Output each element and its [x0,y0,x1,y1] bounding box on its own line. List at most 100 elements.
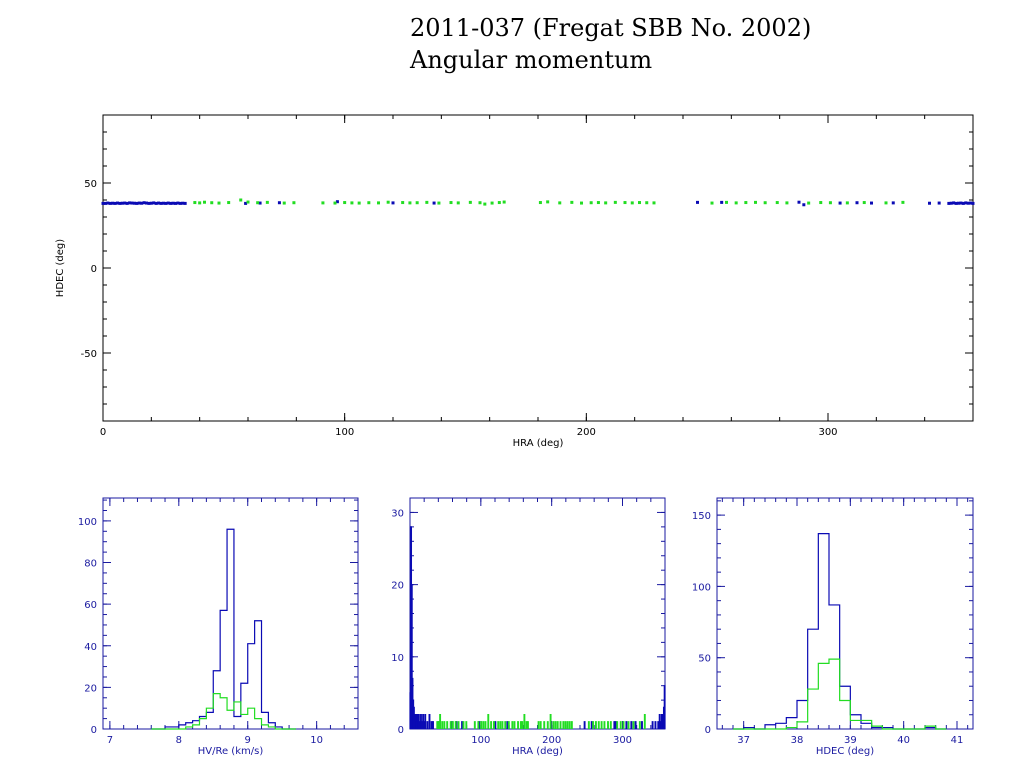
data-point [118,201,122,205]
histogram-bin-blue [422,713,425,729]
histogram-bin-green [559,721,562,729]
data-point [113,201,117,205]
histogram-bin-green [501,721,504,729]
histogram-bin-green [441,721,444,729]
histogram-bin-blue [663,685,666,729]
histogram-bin-green [609,721,612,729]
histogram-bin-green [465,721,468,729]
plot-frame [409,497,666,730]
data-point [570,200,574,204]
data-point [775,201,779,205]
histogram-bin-green [519,721,522,729]
data-point [502,200,506,204]
data-point [149,201,153,205]
data-point [961,201,965,205]
data-point [292,201,296,205]
data-point [210,201,214,205]
data-point [623,201,627,205]
data-point [335,200,339,204]
y-tick-label: -50 [81,349,97,360]
histogram-bin-green [603,721,606,729]
histogram-bin-green [525,721,528,729]
data-point [367,201,371,205]
histogram-bin-green [521,721,524,729]
data-point [164,201,168,205]
data-point [391,201,395,205]
histogram-bin-green [451,721,454,729]
data-point [754,200,757,204]
histogram-bin-green [564,721,567,729]
data-point [785,201,789,205]
histogram-bin-green [556,721,559,729]
data-point [478,201,482,205]
data-point [558,201,562,205]
y-tick-label: 30 [391,508,404,519]
data-point [103,201,107,205]
histogram-bin-blue [614,721,617,729]
histogram-bin-green [480,721,483,729]
data-point [183,201,187,205]
histogram-bin-green [473,721,476,729]
histogram-bin-green [437,721,440,729]
data-point [217,201,221,205]
data-point [350,201,354,205]
x-axis-label: HRA (deg) [513,438,564,449]
data-point [638,201,641,205]
histogram-series-green [151,693,296,730]
data-point [108,201,112,205]
histogram-hdec: 37 38 39 40 41 0 50 100 150 HDEC (deg) [692,497,974,757]
histogram-bin-green [554,721,557,729]
data-point [265,200,269,204]
plot-frame [102,497,359,730]
y-tick-label: 60 [84,600,97,611]
data-point [957,201,960,205]
histogram-bin-green [497,721,500,729]
histogram-bin-green [597,721,600,729]
x-tick-label: 39 [844,735,857,746]
data-point [969,201,973,205]
data-point [652,201,656,205]
histogram-bin-green [454,721,457,729]
data-point [546,200,550,204]
data-point [937,201,941,205]
data-point [468,200,472,204]
data-point [181,201,185,205]
data-point [142,201,146,205]
data-point [125,201,129,205]
data-point [123,201,127,205]
histogram-hra: 100 200 300 0 10 20 30 HRA (deg) [391,497,666,757]
histogram-bin-green [482,721,485,729]
data-point [193,201,197,205]
data-point [159,201,163,205]
histogram-bin-blue [430,721,433,729]
plot-frame [102,114,974,422]
y-tick-label: 50 [84,179,97,190]
histogram-bin-green [622,721,625,729]
data-point [227,201,231,205]
histogram-bin-green [566,721,569,729]
y-tick-label: 20 [84,683,97,694]
data-point [120,201,124,205]
x-tick-label: 200 [542,735,561,746]
x-tick-label: 300 [613,735,632,746]
data-point [432,201,436,205]
data-point [797,200,801,204]
data-point [966,201,970,205]
data-point [580,201,583,205]
x-tick-label: 10 [310,735,323,746]
histogram-bin-green [526,721,529,729]
data-point [483,202,487,206]
data-point [928,201,931,205]
data-point [589,201,593,205]
data-point [174,201,177,205]
data-point [807,201,811,205]
histogram-bin-blue [506,721,509,729]
y-tick-label: 0 [398,725,404,736]
data-point [604,201,608,205]
data-point [277,201,281,205]
histogram-bin-green [592,721,595,729]
histogram-bin-green [436,721,439,729]
data-point [720,200,724,204]
histogram-bin-green [549,713,552,729]
data-point [734,201,738,205]
